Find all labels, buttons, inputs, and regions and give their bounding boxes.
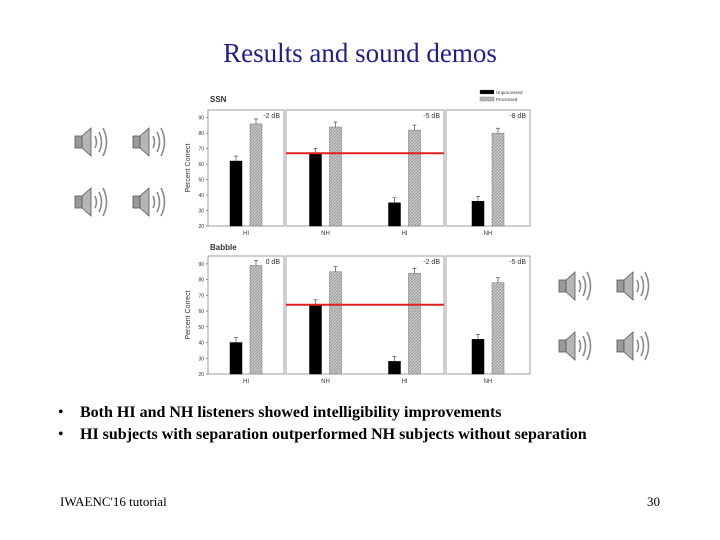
y-tick-label: 90 <box>198 262 204 268</box>
speaker-icon[interactable] <box>130 124 170 160</box>
legend-swatch <box>479 89 495 95</box>
bullet-item: • Both HI and NH listeners showed intell… <box>58 402 658 424</box>
y-tick-label: 50 <box>198 325 204 331</box>
page-number: 30 <box>647 494 660 509</box>
speaker-icon[interactable] <box>72 124 112 160</box>
y-tick-label: 50 <box>198 178 204 184</box>
y-tick-label: 70 <box>198 147 204 153</box>
bar-unprocessed <box>388 361 401 375</box>
bar-unprocessed <box>388 202 401 227</box>
snr-label: -2 dB <box>263 113 280 120</box>
bar-unprocessed <box>471 201 485 227</box>
y-tick-label: 60 <box>198 162 204 168</box>
bar-processed <box>249 265 263 375</box>
bullet-dot: • <box>58 404 64 421</box>
y-tick-label: 70 <box>198 293 204 299</box>
speaker-icon[interactable] <box>614 328 654 364</box>
y-tick-label: 40 <box>198 193 204 199</box>
x-tick-label: NH <box>484 231 493 237</box>
legend-label: Processed <box>496 97 518 102</box>
panel-frame <box>207 255 285 375</box>
bullet-text: HI subjects with separation outperformed… <box>80 426 587 443</box>
bar-processed <box>491 132 505 227</box>
y-tick-label: 90 <box>198 116 204 122</box>
bar-unprocessed <box>471 339 485 375</box>
speaker-icon[interactable] <box>556 328 596 364</box>
snr-label: -8 dB <box>509 113 526 120</box>
y-tick-label: 80 <box>198 131 204 137</box>
slide-title: Results and sound demos <box>223 38 497 68</box>
speaker-icon[interactable] <box>72 184 112 220</box>
bullet-item: • HI subjects with separation outperform… <box>58 424 658 446</box>
x-tick-label: HI <box>243 379 249 385</box>
chart-title: SSN <box>210 95 227 104</box>
snr-label: 0 dB <box>266 259 281 266</box>
bar-processed <box>491 282 505 375</box>
bar-processed <box>408 273 421 375</box>
bar-unprocessed <box>309 153 322 227</box>
y-tick-label: 80 <box>198 278 204 284</box>
results-bar-charts: SSN Percent Correct 20 30 40 50 60 70 80 90 -2 dB H… <box>185 89 531 385</box>
bar-unprocessed <box>309 304 322 375</box>
x-tick-label: HI <box>402 231 408 237</box>
y-tick-label: 30 <box>198 209 204 215</box>
snr-label: -5 dB <box>509 259 526 266</box>
bullet-list: • Both HI and NH listeners showed intell… <box>58 402 658 446</box>
panel-frame <box>285 255 445 375</box>
panel-frame <box>207 109 285 227</box>
x-tick-label: HI <box>402 379 408 385</box>
y-tick-label: 20 <box>198 372 204 378</box>
legend-label: Unprocessed <box>496 90 523 95</box>
bar-processed <box>329 126 342 227</box>
speaker-icon[interactable] <box>130 184 170 220</box>
bullet-dot: • <box>58 426 64 443</box>
panel-frame <box>445 109 531 227</box>
bar-processed <box>329 271 342 375</box>
y-axis-label: Percent Correct <box>185 290 192 339</box>
x-tick-label: NH <box>321 379 330 385</box>
bullet-text: Both HI and NH listeners showed intellig… <box>80 404 502 421</box>
chart-title: Babble <box>210 243 237 252</box>
panel-frame <box>285 109 445 227</box>
x-tick-label: NH <box>484 379 493 385</box>
y-axis-label: Percent Correct <box>185 143 192 192</box>
x-tick-label: HI <box>243 231 249 237</box>
bar-unprocessed <box>229 160 243 227</box>
y-tick-label: 30 <box>198 356 204 362</box>
snr-label: -5 dB <box>423 113 440 120</box>
legend-swatch <box>479 96 495 102</box>
footer-left: IWAENC'16 tutorial <box>60 494 167 509</box>
bar-processed <box>408 129 421 227</box>
bar-unprocessed <box>229 342 243 375</box>
speaker-icon[interactable] <box>556 268 596 304</box>
results-figure: SSN Percent Correct 20 30 40 50 60 70 80 90 -2 dB H… <box>180 88 540 390</box>
x-tick-label: NH <box>321 231 330 237</box>
y-tick-label: 60 <box>198 309 204 315</box>
panel-frame <box>445 255 531 375</box>
y-tick-label: 20 <box>198 224 204 230</box>
y-tick-label: 40 <box>198 341 204 347</box>
speaker-icon[interactable] <box>614 268 654 304</box>
snr-label: -2 dB <box>423 259 440 266</box>
bar-processed <box>249 123 263 227</box>
